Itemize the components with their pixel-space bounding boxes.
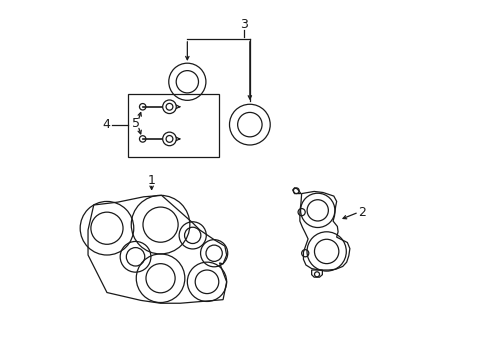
Text: 5: 5: [131, 117, 139, 130]
Text: 4: 4: [102, 118, 110, 131]
Text: 2: 2: [358, 206, 366, 219]
Circle shape: [139, 104, 145, 110]
Text: 1: 1: [147, 174, 155, 186]
Circle shape: [139, 136, 145, 142]
Bar: [128, 94, 219, 157]
Text: 3: 3: [240, 18, 248, 31]
